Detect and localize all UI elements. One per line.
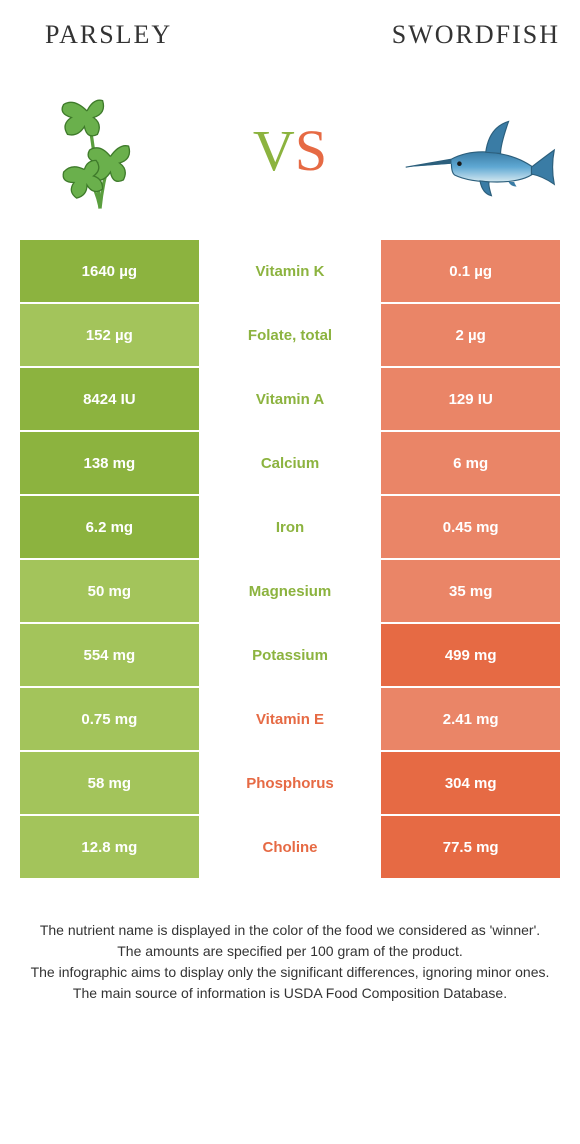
left-value-cell: 0.75 mg	[20, 688, 201, 750]
left-value-cell: 152 µg	[20, 304, 201, 366]
parsley-icon	[20, 80, 180, 220]
left-value-cell: 1640 µg	[20, 240, 201, 302]
right-value-cell: 0.1 µg	[381, 240, 560, 302]
footnote-line: The amounts are specified per 100 gram o…	[25, 941, 555, 962]
right-value-cell: 499 mg	[381, 624, 560, 686]
table-row: 58 mgPhosphorus304 mg	[20, 752, 560, 816]
left-food-title: Parsley	[45, 20, 172, 50]
right-value-cell: 6 mg	[381, 432, 560, 494]
table-row: 50 mgMagnesium35 mg	[20, 560, 560, 624]
left-value-cell: 554 mg	[20, 624, 201, 686]
nutrient-label-cell: Vitamin E	[201, 688, 382, 750]
nutrient-label-cell: Magnesium	[201, 560, 382, 622]
nutrient-label-cell: Folate, total	[201, 304, 382, 366]
table-row: 1640 µgVitamin K0.1 µg	[20, 240, 560, 304]
nutrient-label-cell: Phosphorus	[201, 752, 382, 814]
vs-v: V	[253, 118, 295, 183]
right-value-cell: 304 mg	[381, 752, 560, 814]
table-row: 138 mgCalcium6 mg	[20, 432, 560, 496]
header-row: Parsley Swordfish	[20, 20, 560, 70]
footnote-line: The infographic aims to display only the…	[25, 962, 555, 983]
left-value-cell: 12.8 mg	[20, 816, 201, 878]
footnote-line: The nutrient name is displayed in the co…	[25, 920, 555, 941]
left-value-cell: 58 mg	[20, 752, 201, 814]
left-value-cell: 50 mg	[20, 560, 201, 622]
nutrient-label-cell: Iron	[201, 496, 382, 558]
right-value-cell: 2 µg	[381, 304, 560, 366]
right-value-cell: 2.41 mg	[381, 688, 560, 750]
left-value-cell: 6.2 mg	[20, 496, 201, 558]
right-value-cell: 129 IU	[381, 368, 560, 430]
nutrient-label-cell: Vitamin K	[201, 240, 382, 302]
nutrient-table: 1640 µgVitamin K0.1 µg152 µgFolate, tota…	[20, 240, 560, 880]
footnote-line: The main source of information is USDA F…	[25, 983, 555, 1004]
table-row: 0.75 mgVitamin E2.41 mg	[20, 688, 560, 752]
nutrient-label-cell: Calcium	[201, 432, 382, 494]
footnote: The nutrient name is displayed in the co…	[20, 920, 560, 1004]
right-food-title: Swordfish	[392, 20, 560, 50]
vs-s: S	[295, 118, 327, 183]
table-row: 6.2 mgIron0.45 mg	[20, 496, 560, 560]
left-value-cell: 8424 IU	[20, 368, 201, 430]
right-value-cell: 35 mg	[381, 560, 560, 622]
nutrient-label-cell: Potassium	[201, 624, 382, 686]
table-row: 12.8 mgCholine77.5 mg	[20, 816, 560, 880]
images-row: VS	[20, 80, 560, 220]
swordfish-icon	[400, 80, 560, 220]
table-row: 152 µgFolate, total2 µg	[20, 304, 560, 368]
left-value-cell: 138 mg	[20, 432, 201, 494]
nutrient-label-cell: Vitamin A	[201, 368, 382, 430]
vs-label: VS	[253, 117, 327, 184]
right-value-cell: 0.45 mg	[381, 496, 560, 558]
table-row: 554 mgPotassium499 mg	[20, 624, 560, 688]
right-value-cell: 77.5 mg	[381, 816, 560, 878]
nutrient-label-cell: Choline	[201, 816, 382, 878]
table-row: 8424 IUVitamin A129 IU	[20, 368, 560, 432]
